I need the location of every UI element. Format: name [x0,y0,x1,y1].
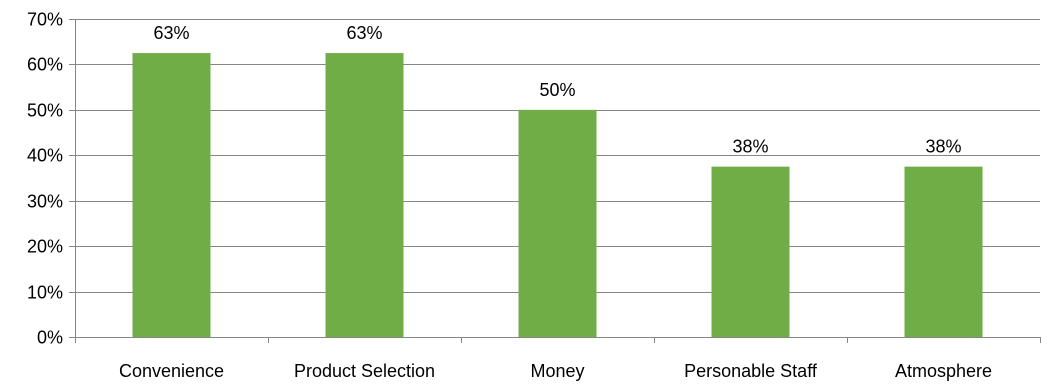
bar [132,53,211,337]
y-tick-label: 30% [27,192,63,212]
y-axis-tick-labels: 0% 10% 20% 30% 40% 50% 60% 70% [27,10,63,348]
x-category-label: Personable Staff [684,361,818,381]
data-label: 50% [539,80,575,100]
bar [904,166,983,337]
bar [325,53,404,337]
y-tick-label: 60% [27,55,63,75]
y-tick-label: 50% [27,101,63,121]
data-label: 38% [925,137,961,157]
data-label: 63% [346,23,382,43]
bar [711,166,790,337]
data-label: 38% [732,137,768,157]
x-category-label: Product Selection [294,361,435,381]
y-tick-label: 10% [27,283,63,303]
x-category-label: Convenience [119,361,224,381]
data-labels: 63% 63% 50% 38% 38% [153,23,961,157]
bar [518,109,597,337]
x-category-label: Atmosphere [895,361,992,381]
data-label: 63% [153,23,189,43]
y-tick-label: 20% [27,237,63,257]
bar-series [132,53,983,337]
y-tick-label: 0% [37,328,63,348]
axes [69,19,1041,343]
y-tick-label: 70% [27,10,63,30]
x-axis-category-labels: Convenience Product Selection Money Persona… [119,361,992,381]
x-category-label: Money [530,361,584,381]
y-tick-label: 40% [27,146,63,166]
